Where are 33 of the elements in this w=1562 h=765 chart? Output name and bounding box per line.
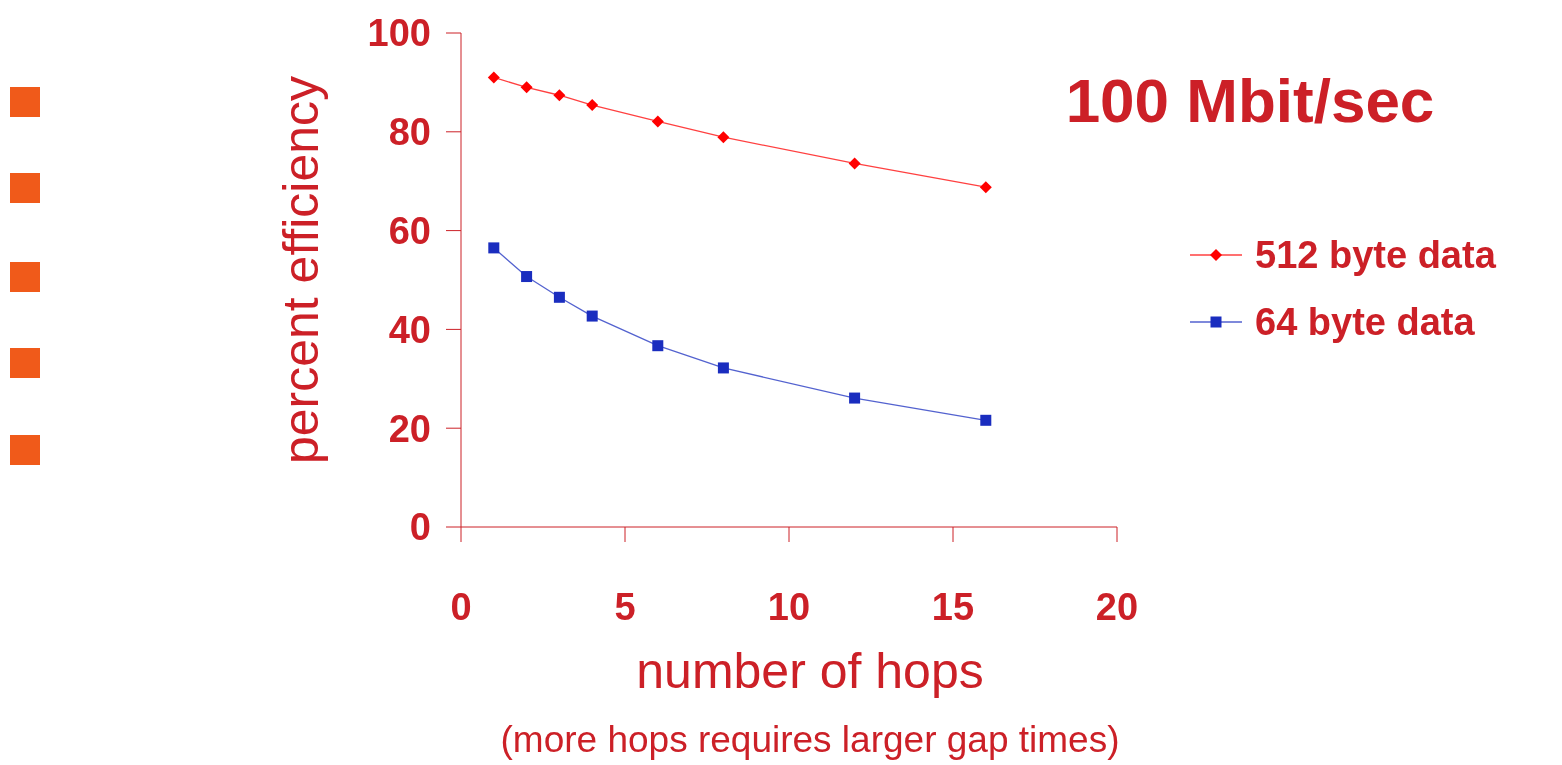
x-tick-label: 0: [450, 586, 472, 628]
point: [586, 310, 598, 322]
point: [979, 181, 992, 194]
x-tick-label: 15: [931, 586, 975, 628]
point: [717, 131, 730, 144]
text: 100 Mbit/sec: [1065, 66, 1435, 135]
point: [488, 242, 500, 254]
y-tick-label: 60: [388, 209, 431, 252]
point: [651, 115, 664, 128]
y-tick-label: 80: [388, 111, 431, 154]
y-axis-title: percent efficiency: [273, 75, 329, 465]
y-tick-label: 0: [409, 506, 431, 549]
legend-label: 512 byte data: [1255, 234, 1497, 277]
y-tick-label: 40: [388, 308, 431, 351]
text: (more hops requires larger gap times): [500, 719, 1120, 760]
y-tick-label: 100: [367, 12, 431, 55]
point: [586, 99, 599, 112]
legend-label: 64 byte data: [1255, 301, 1476, 344]
point: [849, 392, 861, 404]
point: [848, 157, 861, 170]
point: [652, 340, 664, 352]
point: [553, 89, 566, 102]
point: [553, 291, 565, 303]
point: [521, 271, 533, 283]
x-tick-label: 10: [767, 586, 811, 628]
point: [717, 362, 729, 374]
x-axis-title: number of hops: [636, 643, 984, 699]
x-tick-label: 20: [1095, 586, 1139, 628]
point: [520, 81, 533, 94]
point: [487, 71, 500, 84]
y-tick-label: 20: [388, 407, 431, 450]
point: [980, 414, 992, 426]
x-tick-label: 5: [614, 586, 636, 628]
